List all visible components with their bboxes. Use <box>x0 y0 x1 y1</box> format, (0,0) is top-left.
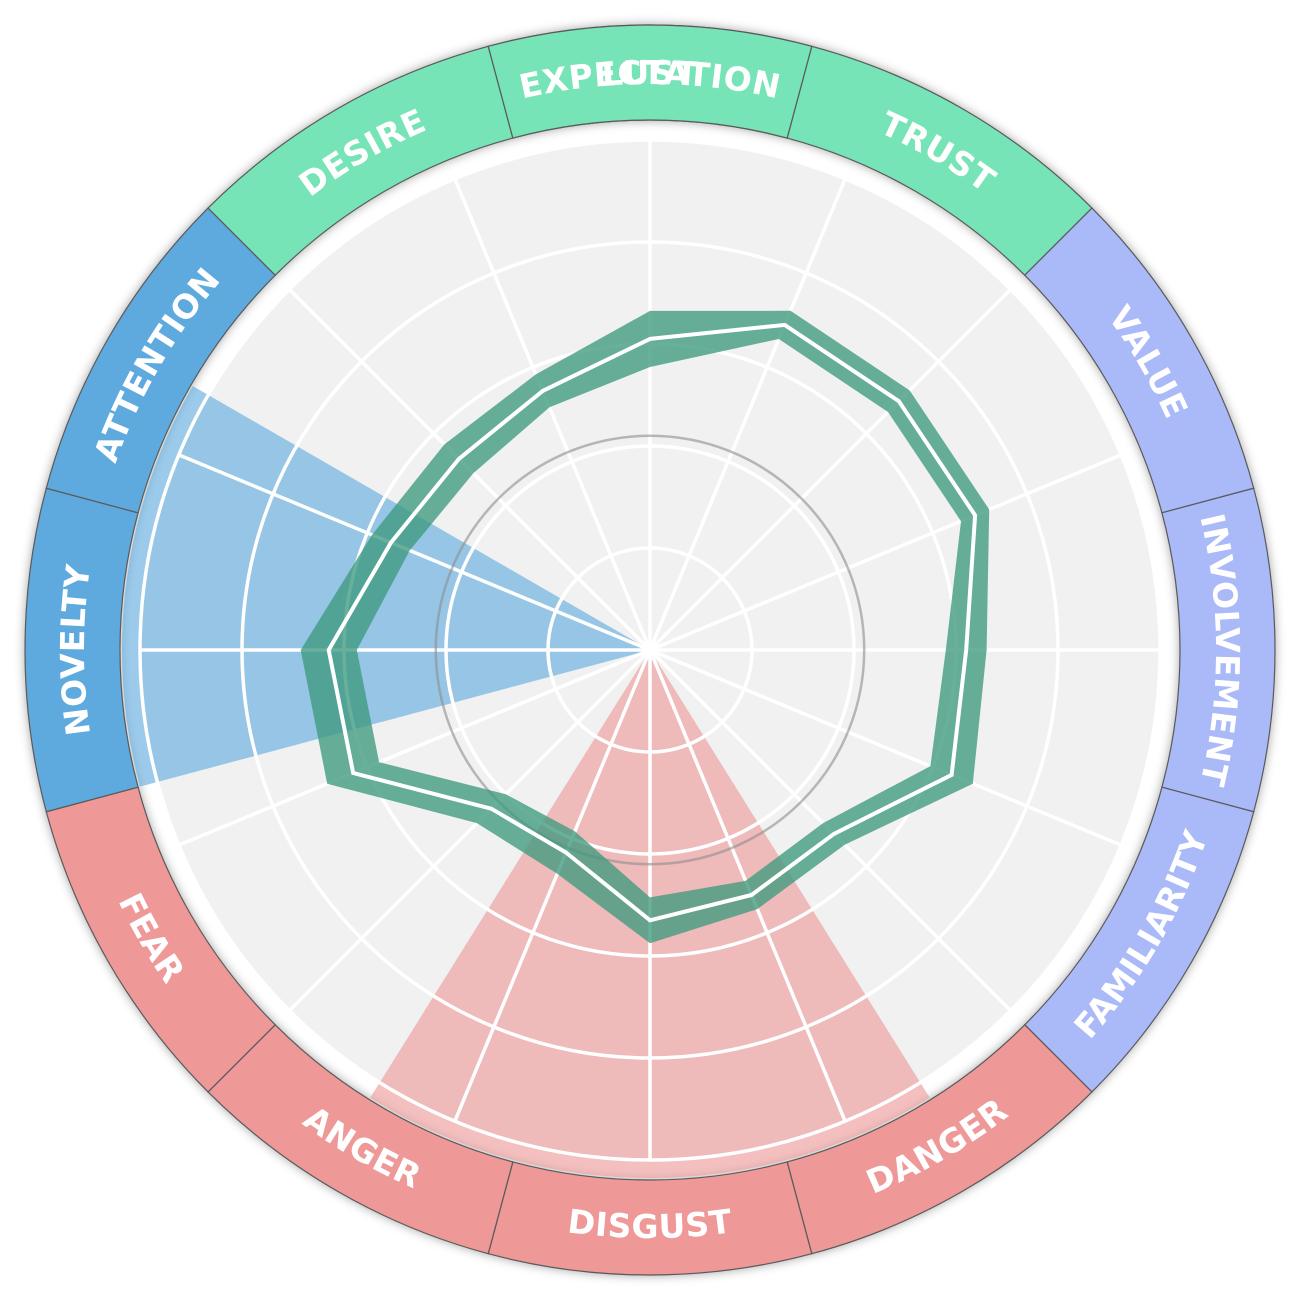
segment-label-disgust: DISGUST <box>566 1201 735 1246</box>
series-center-line <box>326 322 978 923</box>
radar-grid <box>138 138 1162 1162</box>
segment-label-novelty: NOVELTY <box>53 562 98 738</box>
outer-label-ring <box>24 24 1276 1276</box>
series-band <box>300 310 990 944</box>
grid-spoke <box>648 288 1012 652</box>
reference-circle <box>434 434 866 866</box>
grid-spoke <box>453 178 652 651</box>
grid-spoke <box>178 453 651 652</box>
grid-spoke <box>288 648 652 1012</box>
grid-spoke <box>649 453 1122 652</box>
grid-spoke <box>453 649 652 1122</box>
data-series <box>300 310 990 944</box>
grid-spoke <box>178 648 651 847</box>
grid-spoke <box>649 648 1122 847</box>
grid-spoke <box>648 178 847 651</box>
segment-lust <box>487 24 813 139</box>
